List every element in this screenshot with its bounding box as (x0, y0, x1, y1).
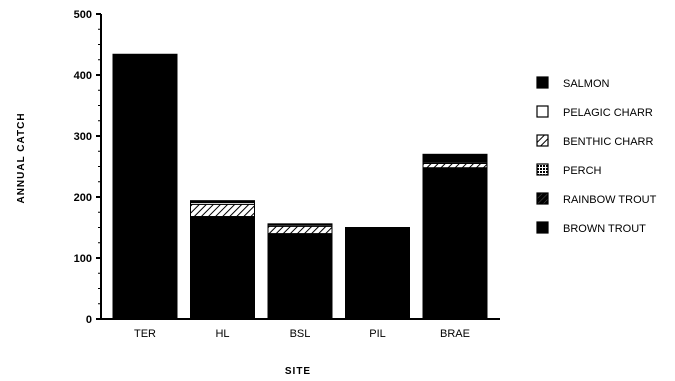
x-tick-label: HL (215, 328, 229, 340)
y-axis-title: ANNUAL CATCH (16, 112, 27, 203)
bar-segment-hl-brown-trout (190, 216, 255, 320)
y-axis: 0 100 200 300 400 500 (74, 9, 102, 326)
x-axis-title: SITE (285, 366, 311, 376)
legend-swatch (536, 192, 549, 205)
y-tick-label: 300 (74, 131, 92, 143)
legend-label: SALMON (563, 78, 610, 90)
x-tick-label: BRAE (440, 328, 470, 340)
y-tick-label: 100 (74, 253, 92, 265)
bar-segment-hl-salmon (190, 200, 255, 203)
legend-swatch (536, 221, 549, 234)
bar-segment-bsl-benthic-charr (267, 225, 333, 235)
x-axis: TER HL BSL PIL BRAE (101, 318, 500, 340)
bar-segment-brae-brown-trout (422, 167, 488, 320)
bars-group (112, 53, 488, 320)
legend-swatch (536, 163, 549, 176)
y-tick-label: 400 (74, 70, 92, 82)
legend-label: BENTHIC CHARR (563, 136, 654, 148)
y-tick-label: 0 (86, 314, 92, 326)
legend-label: PELAGIC CHARR (563, 107, 653, 119)
bar-segment-ter-salmon (112, 53, 178, 69)
x-tick-label: BSL (290, 328, 311, 340)
bar-segment-brae-benthic-charr (422, 162, 488, 169)
bar-segment-bsl-brown-trout (267, 233, 333, 320)
legend-label: PERCH (563, 165, 602, 177)
bar-segment-pil-brown-trout (345, 227, 410, 320)
legend-label: RAINBOW TROUT (563, 194, 657, 206)
x-tick-label: TER (134, 328, 156, 340)
legend-label: BROWN TROUT (563, 223, 646, 235)
bar-segment-bsl-salmon (267, 223, 333, 226)
y-tick-label: 500 (74, 9, 92, 21)
bar-segment-hl-benthic-charr (190, 203, 255, 218)
legend: SALMON PELAGIC CHARR BENTHIC CHARR PERCH RAI… (536, 76, 657, 235)
legend-swatch (536, 134, 549, 147)
y-tick-label: 200 (74, 192, 92, 204)
legend-swatch (536, 76, 549, 89)
bar-segment-ter-brown-trout (112, 67, 178, 320)
x-tick-label: PIL (369, 328, 386, 340)
legend-swatch (536, 105, 549, 118)
bar-segment-brae-salmon (422, 153, 488, 163)
